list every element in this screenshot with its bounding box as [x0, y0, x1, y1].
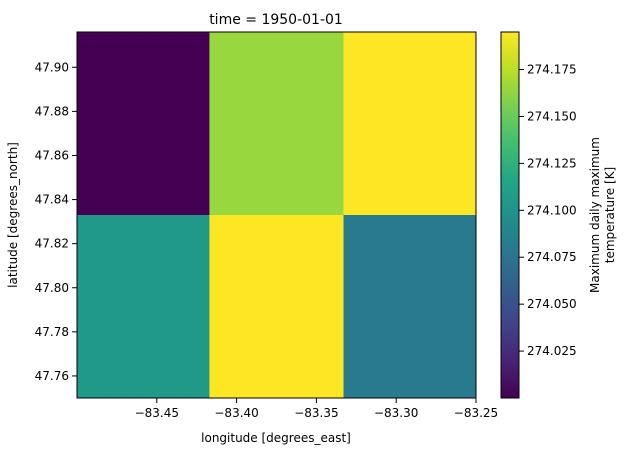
colorbar-tick-label: 274.075 [527, 250, 577, 264]
x-axis-ticks: −83.45 −83.40 −83.35 −83.30 −83.25 [135, 398, 498, 420]
heatmap-cell-r0-c2 [343, 215, 476, 398]
colorbar-tick-label: 274.025 [527, 344, 577, 358]
colorbar-tick-label: 274.100 [527, 203, 577, 217]
heatmap-cell-r1-c1 [209, 32, 344, 215]
y-tick-label: 47.84 [35, 193, 69, 207]
colorbar [500, 31, 520, 399]
x-tick-label: −83.25 [454, 406, 498, 420]
heatmap-cells [77, 32, 476, 398]
x-tick-label: −83.45 [135, 406, 179, 420]
heatmap-cell-r1-c2 [343, 32, 476, 215]
y-tick-label: 47.78 [35, 325, 69, 339]
y-tick-label: 47.88 [35, 104, 69, 118]
y-axis-label: latitude [degrees_north] [6, 142, 20, 288]
colorbar-label-line2: temperature [K] [603, 167, 617, 263]
colorbar-tick-label: 274.175 [527, 63, 577, 77]
y-axis-ticks: 47.76 47.78 47.80 47.82 47.84 47.86 47.88 47.90 [35, 60, 77, 383]
x-tick-label: −83.30 [374, 406, 418, 420]
colorbar-ticks: 274.025 274.050 274.075 274.100 274.125 274.1… [519, 63, 577, 358]
colorbar-tick-label: 274.125 [527, 156, 577, 170]
heatmap-cell-r0-c0 [77, 215, 210, 398]
colorbar-tick-label: 274.150 [527, 109, 577, 123]
y-tick-label: 47.90 [35, 60, 69, 74]
x-tick-label: −83.35 [294, 406, 338, 420]
chart-title: time = 1950-01-01 [209, 12, 343, 28]
heatmap-cell-r1-c0 [77, 32, 210, 215]
colorbar-label-line1: Maximum daily maximum [588, 137, 602, 293]
y-tick-label: 47.86 [35, 148, 69, 162]
heatmap-cell-r0-c1 [209, 215, 344, 398]
y-tick-label: 47.80 [35, 281, 69, 295]
colorbar-tick-label: 274.050 [527, 297, 577, 311]
plot-frame [76, 31, 477, 399]
x-tick-label: −83.40 [214, 406, 258, 420]
x-axis-label: longitude [degrees_east] [201, 431, 351, 445]
y-tick-label: 47.82 [35, 237, 69, 251]
y-tick-label: 47.76 [35, 369, 69, 383]
